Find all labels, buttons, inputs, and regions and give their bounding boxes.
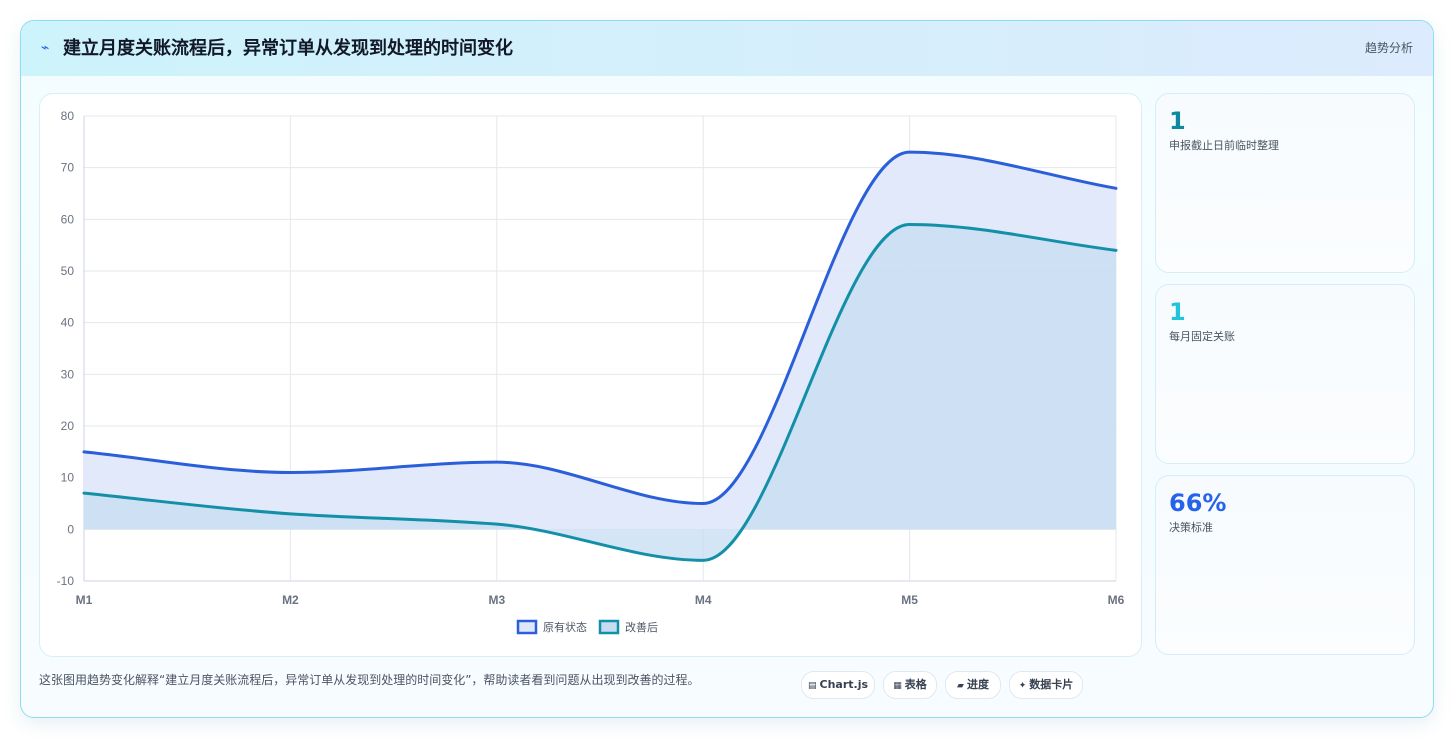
y-tick-label: 30 [61, 367, 75, 381]
stat-label: 申报截止日前临时整理 [1169, 139, 1279, 152]
y-tick-label: 10 [61, 471, 75, 485]
y-tick-label: 50 [61, 264, 75, 278]
chip-table[interactable]: ▦ 表格 [883, 671, 937, 699]
stat-value: 1 [1169, 107, 1186, 135]
y-tick-label: -10 [57, 574, 75, 588]
stat-card-2: 1 每月固定关账 [1155, 284, 1415, 464]
progress-icon: ▰ [957, 681, 964, 691]
chart-panel: 80 70 60 50 40 30 20 10 0 -10 M1 M2 M3 M4 M5 M6 原有状态 改善后 [39, 93, 1142, 657]
y-tick-label: 0 [67, 522, 74, 536]
chip-chartjs[interactable]: ▤ Chart.js [801, 671, 875, 699]
legend-swatch [516, 619, 538, 635]
table-icon: ▦ [893, 681, 902, 691]
x-tick-label: M6 [1108, 593, 1125, 607]
y-tick-label: 80 [61, 109, 75, 123]
chip-progress[interactable]: ▰ 进度 [945, 671, 1001, 699]
series-line-2 [82, 223, 1118, 562]
chart-description: 这张图用趋势变化解释“建立月度关账流程后，异常订单从发现到处理的时间变化”，帮助… [39, 673, 700, 687]
trend-line-icon: ⌁ [41, 40, 50, 56]
y-tick-label: 20 [61, 419, 75, 433]
sparkle-icon: ✦ [1018, 681, 1027, 691]
y-tick-label: 70 [61, 161, 75, 175]
chart-icon: ▤ [807, 681, 817, 691]
series-line-1 [82, 150, 1118, 505]
x-tick-label: M3 [488, 593, 505, 607]
legend-label: 原有状态 [543, 620, 587, 634]
card-header: ⌁ 建立月度关账流程后，异常订单从发现到处理的时间变化 趋势分析 [21, 21, 1433, 76]
chip-data-card[interactable]: ✦ 数据卡片 [1009, 671, 1083, 699]
stat-card-1: 1 申报截止日前临时整理 [1155, 93, 1415, 273]
legend-label: 改善后 [625, 620, 658, 634]
x-tick-label: M4 [695, 593, 712, 607]
stat-label: 每月固定关账 [1169, 330, 1235, 343]
x-tick-label: M1 [76, 593, 93, 607]
y-tick-label: 60 [61, 212, 75, 226]
series-area-2 [84, 224, 1116, 561]
stat-value: 66% [1169, 489, 1227, 517]
page-title: 建立月度关账流程后，异常订单从发现到处理的时间变化 [63, 38, 513, 59]
stat-card-3: 66% 决策标准 [1155, 475, 1415, 655]
y-tick-label: 40 [61, 316, 75, 330]
header-tag: 趋势分析 [1364, 41, 1413, 55]
stat-label: 决策标准 [1169, 521, 1213, 534]
x-tick-label: M5 [901, 593, 918, 607]
legend-swatch [598, 619, 620, 635]
stat-value: 1 [1169, 298, 1186, 326]
main-card: ⌁ 建立月度关账流程后，异常订单从发现到处理的时间变化 趋势分析 80 70 60 5… [20, 20, 1434, 718]
x-tick-label: M2 [282, 593, 299, 607]
